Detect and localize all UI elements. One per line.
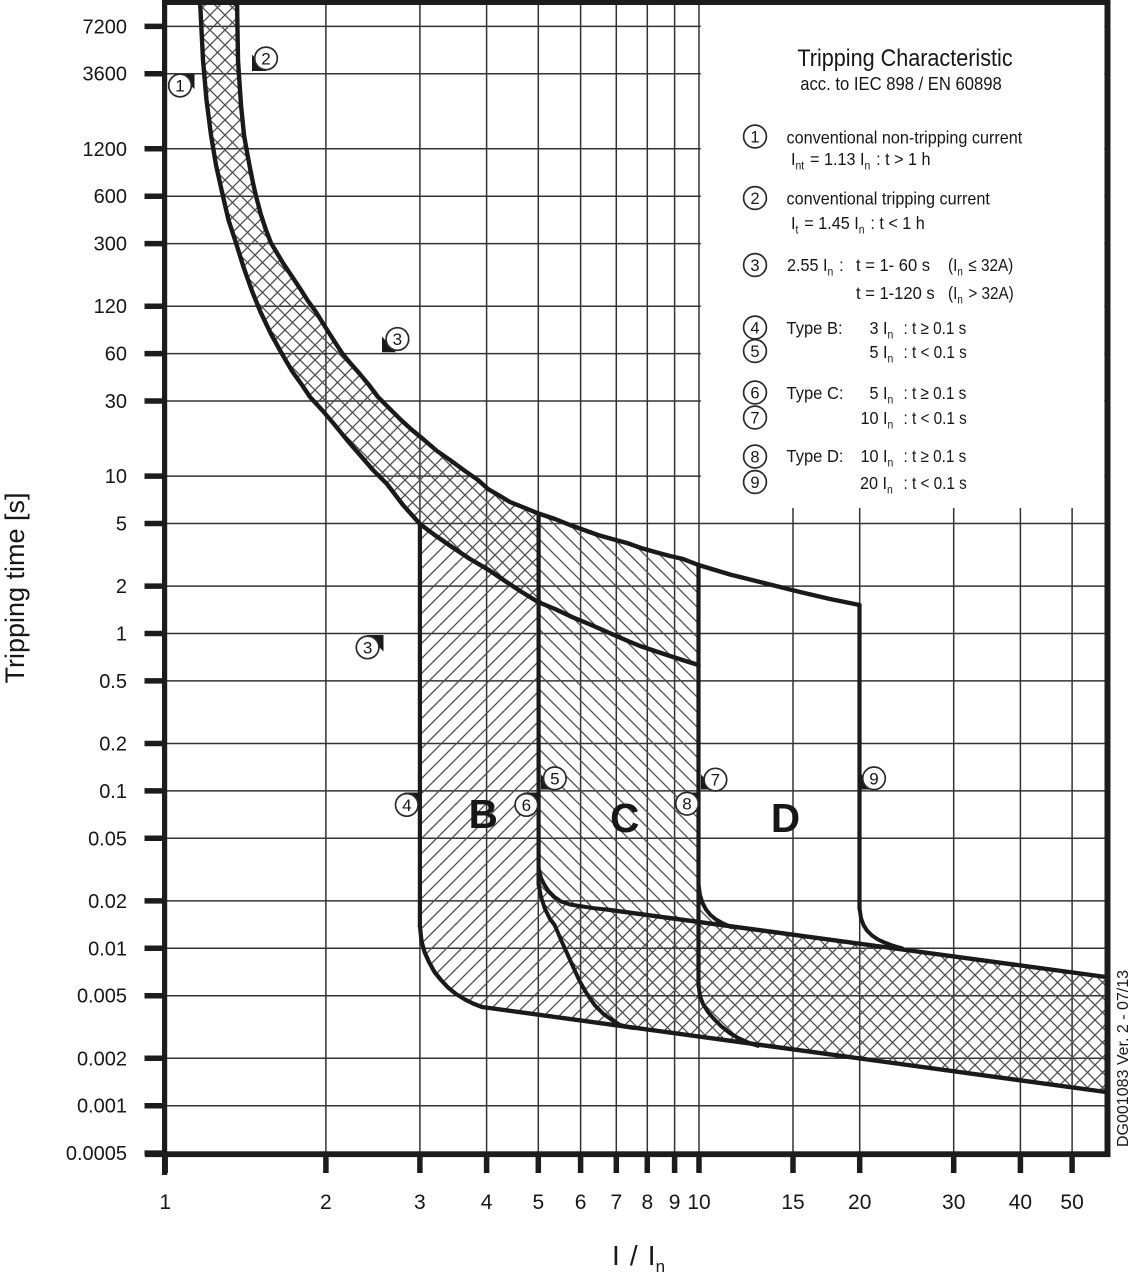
svg-text:7: 7 <box>750 409 759 427</box>
svg-text:2: 2 <box>750 190 759 208</box>
svg-text:acc. to IEC 898 / EN 60898: acc. to IEC 898 / EN 60898 <box>800 73 1002 94</box>
svg-text:20 In: 20 In <box>860 473 894 496</box>
svg-text:10 In: 10 In <box>861 408 895 431</box>
svg-text:Type D:: Type D: <box>787 445 844 466</box>
svg-text:5: 5 <box>750 343 759 361</box>
svg-text:5: 5 <box>116 514 127 536</box>
svg-text:40: 40 <box>1009 1191 1032 1214</box>
svg-text:4: 4 <box>750 319 759 337</box>
svg-text:t = 1- 60 s: t = 1- 60 s <box>856 254 930 275</box>
svg-text:0.01: 0.01 <box>88 938 127 960</box>
svg-text:(In > 32A): (In > 32A) <box>948 283 1014 307</box>
svg-text:600: 600 <box>94 186 127 208</box>
svg-text:t = 1-120 s: t = 1-120 s <box>856 282 935 303</box>
svg-text:DG001083 Ver. 2 - 07/13: DG001083 Ver. 2 - 07/13 <box>1115 970 1130 1147</box>
svg-text:2: 2 <box>320 1191 332 1214</box>
svg-text:5: 5 <box>550 769 559 788</box>
svg-text:30: 30 <box>105 391 127 413</box>
svg-text:1: 1 <box>175 77 184 96</box>
svg-text:0.001: 0.001 <box>77 1096 127 1118</box>
svg-text:0.5: 0.5 <box>99 671 127 693</box>
svg-text:9: 9 <box>669 1191 681 1214</box>
svg-text:3600: 3600 <box>83 64 128 86</box>
svg-text:5: 5 <box>532 1191 544 1214</box>
svg-text:6: 6 <box>575 1191 587 1214</box>
svg-text:0.2: 0.2 <box>99 734 127 756</box>
svg-text:: t < 0.1 s: : t < 0.1 s <box>904 408 967 428</box>
svg-text:50: 50 <box>1060 1191 1083 1214</box>
svg-text:Tripping time [s]: Tripping time [s] <box>0 492 30 683</box>
svg-text:Type B:: Type B: <box>787 317 843 338</box>
svg-text:10: 10 <box>105 466 127 488</box>
svg-text:Type C:: Type C: <box>787 382 844 403</box>
svg-text:10 In: 10 In <box>861 446 895 469</box>
svg-text:(In ≤ 32A): (In ≤ 32A) <box>948 255 1013 279</box>
svg-text:6: 6 <box>522 796 531 815</box>
svg-text:20: 20 <box>848 1191 871 1214</box>
svg-text:conventional tripping current: conventional tripping current <box>787 189 991 209</box>
svg-text:conventional non-tripping curr: conventional non-tripping current <box>787 128 1023 148</box>
svg-text:1: 1 <box>159 1191 171 1214</box>
svg-text:: t ≥ 0.1 s: : t ≥ 0.1 s <box>904 446 967 466</box>
svg-text:7: 7 <box>610 1191 622 1214</box>
svg-text:15: 15 <box>781 1191 804 1214</box>
svg-text:D: D <box>771 795 800 841</box>
svg-text:: t < 0.1 s: : t < 0.1 s <box>904 342 967 362</box>
svg-text:120: 120 <box>94 296 127 318</box>
svg-text:0.02: 0.02 <box>88 891 127 913</box>
svg-text:8: 8 <box>750 448 759 466</box>
svg-text:: t ≥ 0.1 s: : t ≥ 0.1 s <box>904 383 967 403</box>
svg-text:Int = 1.13 In : t > 1 h: Int = 1.13 In : t > 1 h <box>791 149 931 172</box>
svg-text:3: 3 <box>393 330 402 349</box>
svg-text:8: 8 <box>682 795 691 814</box>
svg-text:4: 4 <box>481 1191 493 1214</box>
svg-text:0.1: 0.1 <box>99 781 127 803</box>
svg-text:Tripping Characteristic: Tripping Characteristic <box>797 44 1012 71</box>
svg-text:2.55 In :: 2.55 In : <box>787 255 844 278</box>
svg-text:3: 3 <box>363 638 372 657</box>
svg-text:9: 9 <box>869 769 878 788</box>
svg-text:300: 300 <box>94 234 127 256</box>
svg-text:9: 9 <box>750 474 759 492</box>
svg-text:6: 6 <box>750 384 759 402</box>
svg-text:B: B <box>469 791 498 837</box>
svg-text:8: 8 <box>641 1191 653 1214</box>
svg-text:4: 4 <box>402 796 411 815</box>
svg-text:1: 1 <box>750 128 759 146</box>
svg-text:2: 2 <box>116 576 127 598</box>
svg-text:0.05: 0.05 <box>88 828 127 850</box>
svg-text:60: 60 <box>105 344 127 366</box>
svg-text:10: 10 <box>687 1191 710 1214</box>
svg-text:1200: 1200 <box>83 139 128 161</box>
svg-text:0.005: 0.005 <box>77 986 127 1008</box>
svg-text:1: 1 <box>116 624 127 646</box>
svg-text:C: C <box>610 795 639 841</box>
svg-text:0.0005: 0.0005 <box>66 1143 127 1165</box>
svg-text:0.002: 0.002 <box>77 1048 127 1070</box>
svg-text:7: 7 <box>711 771 720 790</box>
svg-text:7200: 7200 <box>83 16 128 38</box>
svg-text:: t ≥ 0.1 s: : t ≥ 0.1 s <box>904 318 967 338</box>
svg-text:: t < 0.1 s: : t < 0.1 s <box>904 473 967 493</box>
svg-text:3: 3 <box>414 1191 426 1214</box>
svg-text:3: 3 <box>750 257 759 275</box>
svg-text:2: 2 <box>261 49 270 68</box>
svg-text:30: 30 <box>942 1191 965 1214</box>
svg-text:It = 1.45 In : t < 1 h: It = 1.45 In : t < 1 h <box>791 213 925 236</box>
